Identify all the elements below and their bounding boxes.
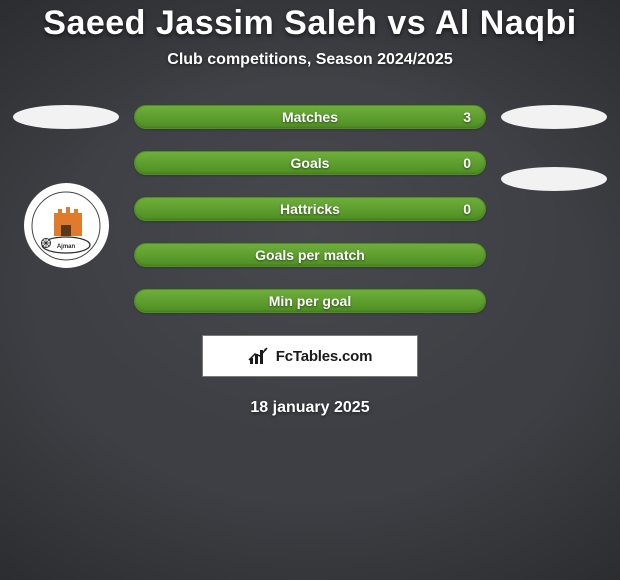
svg-text:Ajman: Ajman	[57, 244, 76, 250]
bar-chart-icon	[248, 346, 270, 366]
page-title: Saeed Jassim Saleh vs Al Naqbi	[43, 4, 576, 43]
club-crest-icon: Ajman	[31, 191, 101, 261]
left-player-column: Ajman	[6, 105, 126, 268]
stats-column: Matches 3 Goals 0 Hattricks 0 Goals per match M…	[126, 105, 494, 313]
stat-value-right: 0	[463, 201, 471, 217]
player-photo-placeholder	[501, 105, 607, 129]
stat-label: Goals	[291, 155, 330, 171]
stat-row: Goals 0	[134, 151, 486, 175]
brand-text: FcTables.com	[276, 348, 373, 365]
right-player-column	[494, 105, 614, 191]
stat-row: Min per goal	[134, 289, 486, 313]
subtitle: Club competitions, Season 2024/2025	[167, 51, 452, 69]
stat-label: Matches	[282, 109, 338, 125]
club-badge-left: Ajman	[24, 183, 109, 268]
stat-value-right: 0	[463, 155, 471, 171]
stat-label: Hattricks	[280, 201, 340, 217]
stat-label: Min per goal	[269, 293, 351, 309]
brand-attribution: FcTables.com	[202, 335, 418, 377]
stat-row: Matches 3	[134, 105, 486, 129]
club-badge-placeholder	[501, 167, 607, 191]
player-photo-placeholder	[13, 105, 119, 129]
stat-label: Goals per match	[255, 247, 365, 263]
generation-date: 18 january 2025	[250, 399, 369, 417]
infographic-root: Saeed Jassim Saleh vs Al Naqbi Club comp…	[0, 0, 620, 580]
stat-row: Goals per match	[134, 243, 486, 267]
stat-row: Hattricks 0	[134, 197, 486, 221]
stat-value-right: 3	[463, 109, 471, 125]
comparison-row: Ajman Matches 3 Goals 0 Hattricks 0 Goals per …	[0, 105, 620, 313]
